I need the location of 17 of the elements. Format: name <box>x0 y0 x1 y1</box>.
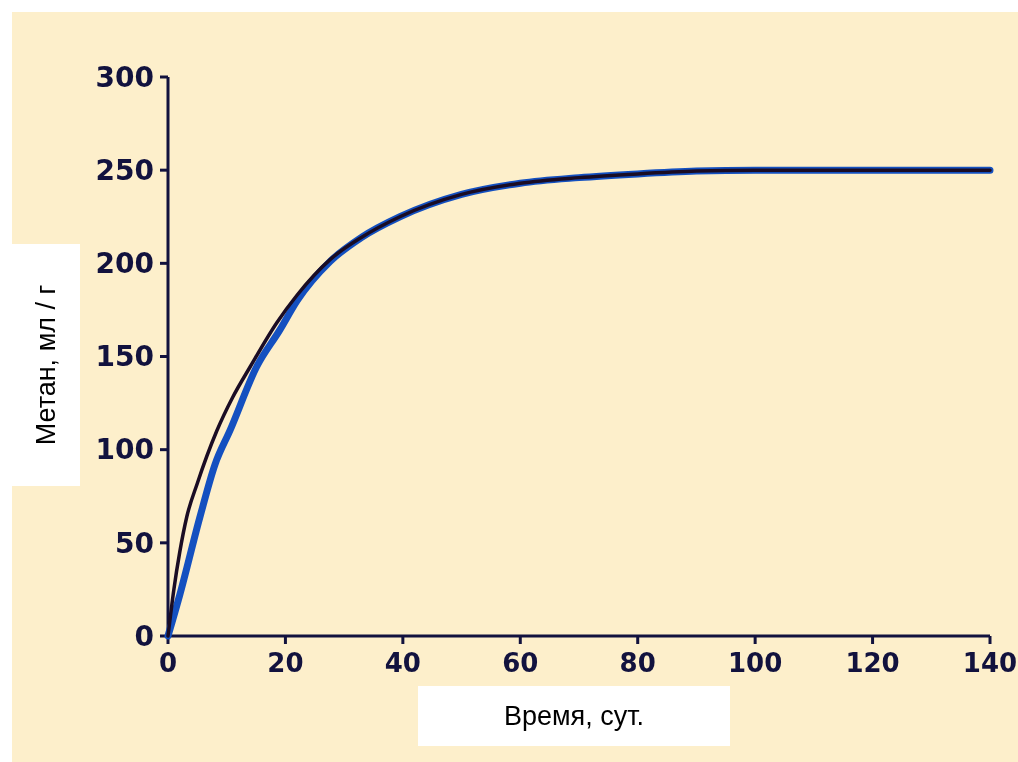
x-tick-label: 60 <box>502 648 539 678</box>
x-tick-label: 100 <box>728 648 783 678</box>
x-tick-label: 120 <box>845 648 900 678</box>
x-tick-label: 20 <box>267 648 304 678</box>
x-tick-label: 0 <box>158 648 178 678</box>
y-tick-label: 50 <box>115 526 154 560</box>
x-tick-label: 140 <box>962 648 1018 678</box>
x-tick-label: 40 <box>384 648 421 678</box>
y-tick-label: 300 <box>95 60 154 94</box>
x-axis-title: Время, сут. <box>503 701 645 732</box>
y-tick-label: 200 <box>95 247 154 281</box>
y-tick-label: 150 <box>95 340 154 374</box>
y-tick-label: 250 <box>95 153 154 187</box>
x-tick-label: 80 <box>619 648 656 678</box>
y-axis-title: Метан, мл / г <box>31 284 62 446</box>
y-tick-label: 0 <box>134 619 154 653</box>
y-tick-label: 100 <box>95 433 154 467</box>
